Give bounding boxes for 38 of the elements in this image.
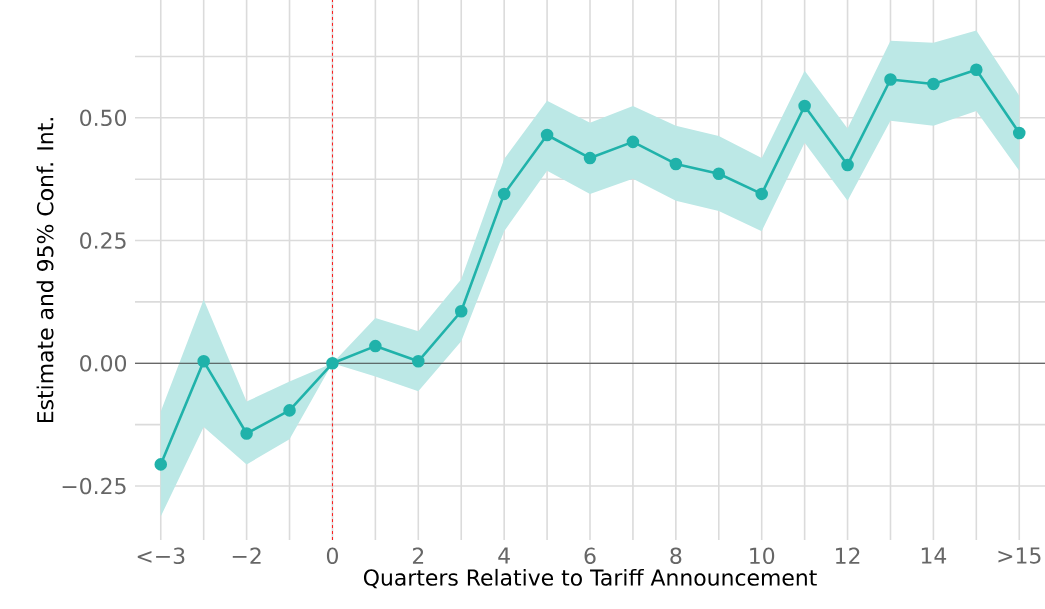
- point: [755, 187, 768, 201]
- point: [454, 304, 468, 318]
- point: [1012, 126, 1026, 140]
- point: [970, 63, 983, 76]
- point: [369, 339, 382, 353]
- point: [412, 355, 425, 368]
- point: [240, 427, 253, 440]
- point: [326, 356, 339, 370]
- y-tick-label: −0.25: [62, 477, 126, 495]
- point: [626, 135, 640, 149]
- point: [669, 157, 683, 171]
- y-tick-label: 0.50: [80, 109, 127, 127]
- point: [197, 355, 210, 368]
- point: [497, 187, 511, 201]
- point: [798, 99, 811, 113]
- point: [154, 458, 168, 471]
- x-tick-label: −2: [232, 547, 261, 564]
- point: [283, 404, 296, 417]
- y-axis-title: Estimate and 95% Conf. Int.: [36, 118, 54, 423]
- x-tick-label: 2: [412, 547, 424, 564]
- x-tick-label: 14: [921, 547, 947, 564]
- point: [884, 73, 897, 86]
- y-tick-label: 0.25: [80, 232, 126, 249]
- x-tick-label: 6: [584, 547, 596, 565]
- point: [841, 158, 854, 172]
- x-tick-label: 8: [670, 547, 682, 565]
- x-tick-label: 10: [750, 547, 775, 565]
- x-axis-title: Quarters Relative to Tariff Announcement: [363, 568, 817, 589]
- point: [712, 167, 726, 181]
- x-tick-label: 4: [498, 547, 510, 564]
- y-tick-label: 0.00: [80, 354, 127, 372]
- point: [927, 77, 940, 91]
- point: [583, 151, 597, 165]
- point: [540, 128, 554, 142]
- x-tick-label: 0: [326, 547, 338, 565]
- x-tick-label: >15: [998, 547, 1041, 564]
- x-tick-label: <−3: [137, 547, 185, 565]
- x-tick-label: 12: [836, 547, 860, 564]
